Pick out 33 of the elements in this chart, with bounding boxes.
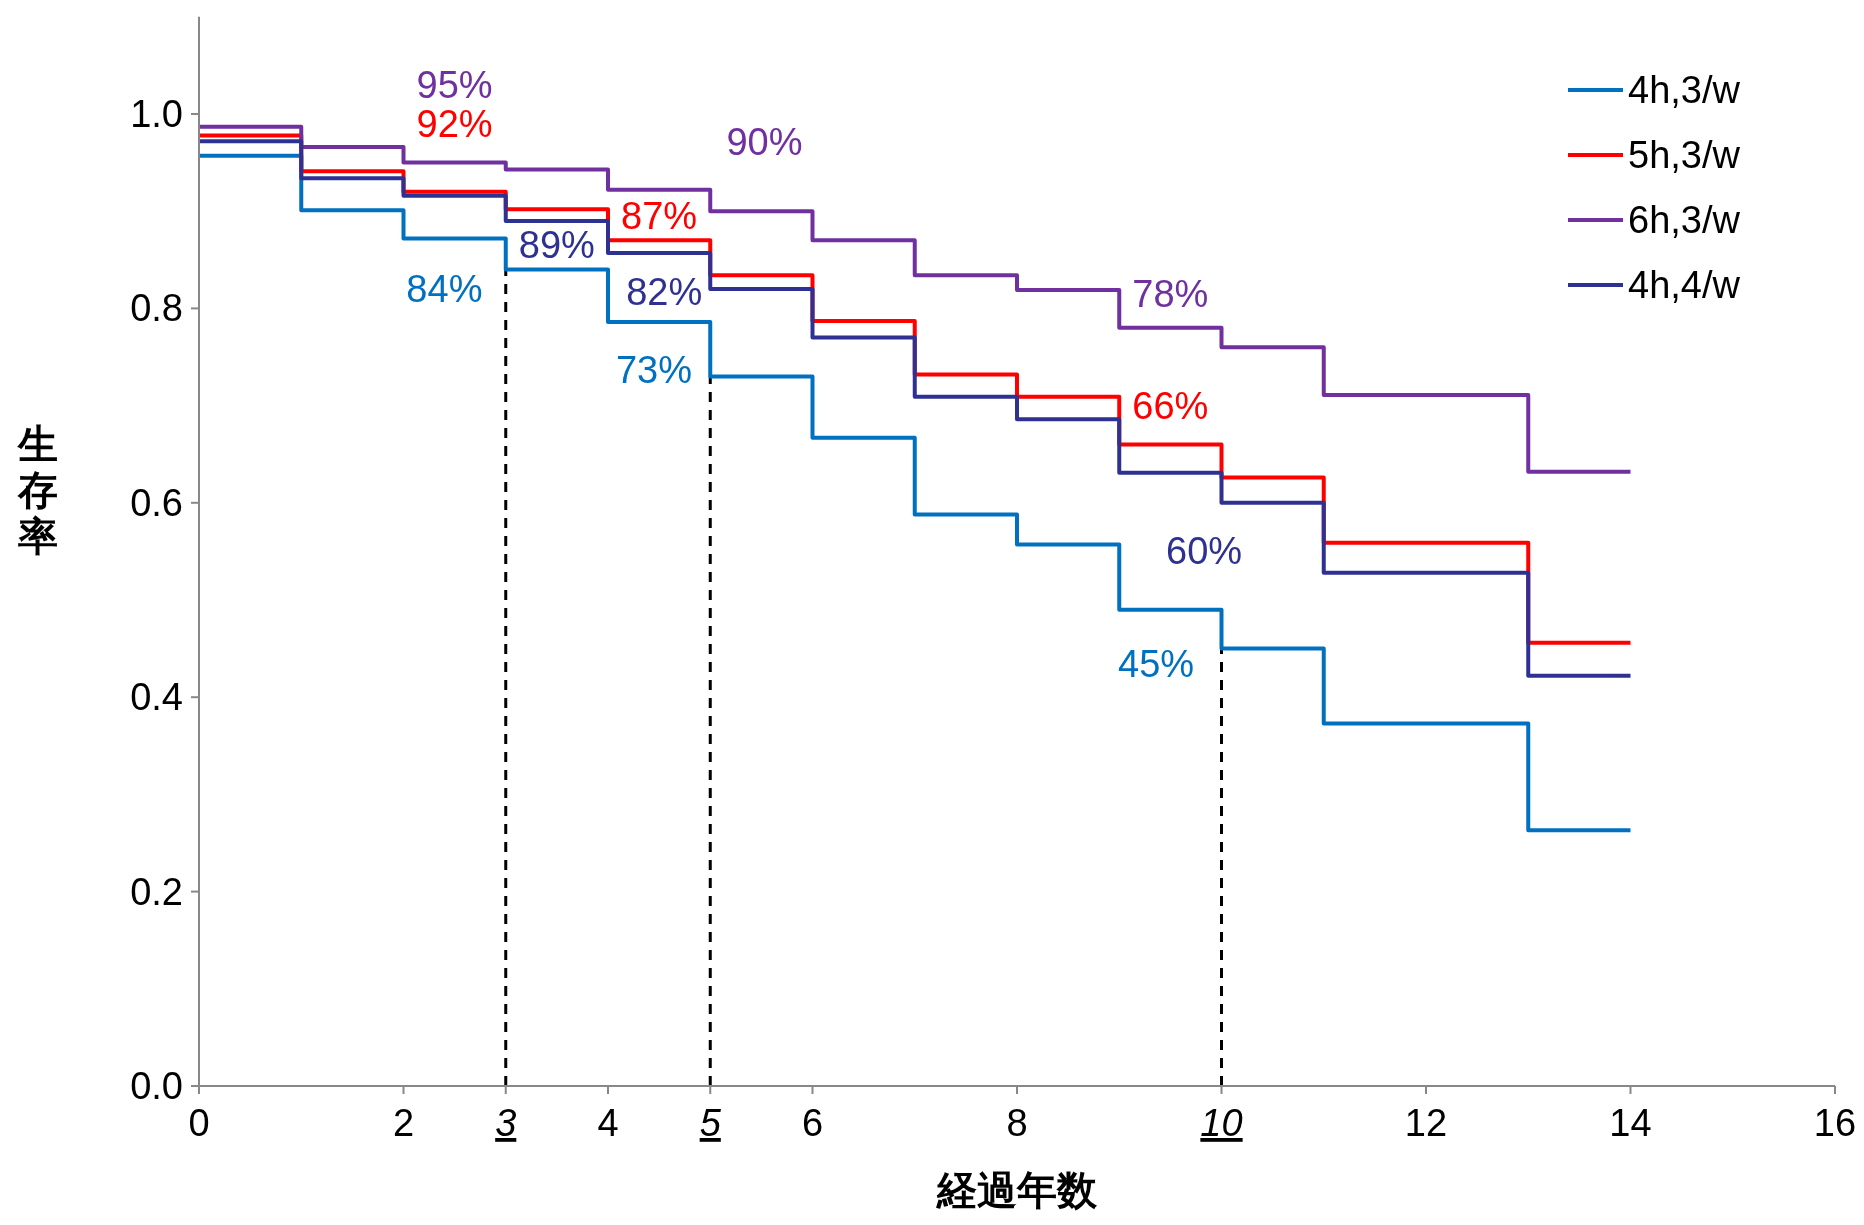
- data-label: 66%: [1132, 384, 1209, 427]
- x-tick-label: 4: [597, 1102, 619, 1144]
- x-tick-label: 6: [801, 1102, 824, 1144]
- data-label: 84%: [406, 267, 483, 310]
- x-tick-label: 12: [1404, 1102, 1448, 1144]
- legend-label: 4h,4/w: [1628, 264, 1741, 306]
- y-tick-label: 0.8: [130, 287, 183, 330]
- x-tick-label: 3: [495, 1102, 517, 1144]
- data-label: 45%: [1118, 643, 1195, 686]
- x-tick-label: 0: [188, 1102, 210, 1144]
- data-label: 78%: [1132, 272, 1209, 315]
- y-tick-label: 0.6: [130, 481, 183, 524]
- data-label: 73%: [615, 348, 693, 391]
- y-tick-label: 0.4: [130, 676, 183, 719]
- x-tick-label: 5: [699, 1102, 722, 1144]
- data-label: 60%: [1166, 530, 1243, 573]
- y-tick-label: 0.0: [130, 1065, 183, 1107]
- x-axis-title: 経過年数: [936, 1167, 1098, 1213]
- y-tick-label: 0.2: [130, 870, 183, 913]
- x-tick-label: 2: [392, 1102, 415, 1144]
- x-tick-label: 16: [1813, 1102, 1857, 1144]
- data-label: 87%: [621, 195, 698, 238]
- legend-label: 6h,3/w: [1628, 199, 1741, 241]
- y-tick-label: 1.0: [130, 93, 183, 135]
- x-tick-label: 14: [1609, 1102, 1652, 1144]
- legend-label: 4h,3/w: [1628, 69, 1741, 111]
- x-tick-label: 8: [1006, 1102, 1028, 1144]
- data-label: 89%: [518, 224, 595, 267]
- data-label: 82%: [626, 270, 703, 313]
- legend-label: 5h,3/w: [1628, 134, 1741, 176]
- data-label: 90%: [726, 121, 803, 164]
- y-axis-title: 生存率: [17, 420, 58, 559]
- x-tick-label: 10: [1200, 1102, 1243, 1144]
